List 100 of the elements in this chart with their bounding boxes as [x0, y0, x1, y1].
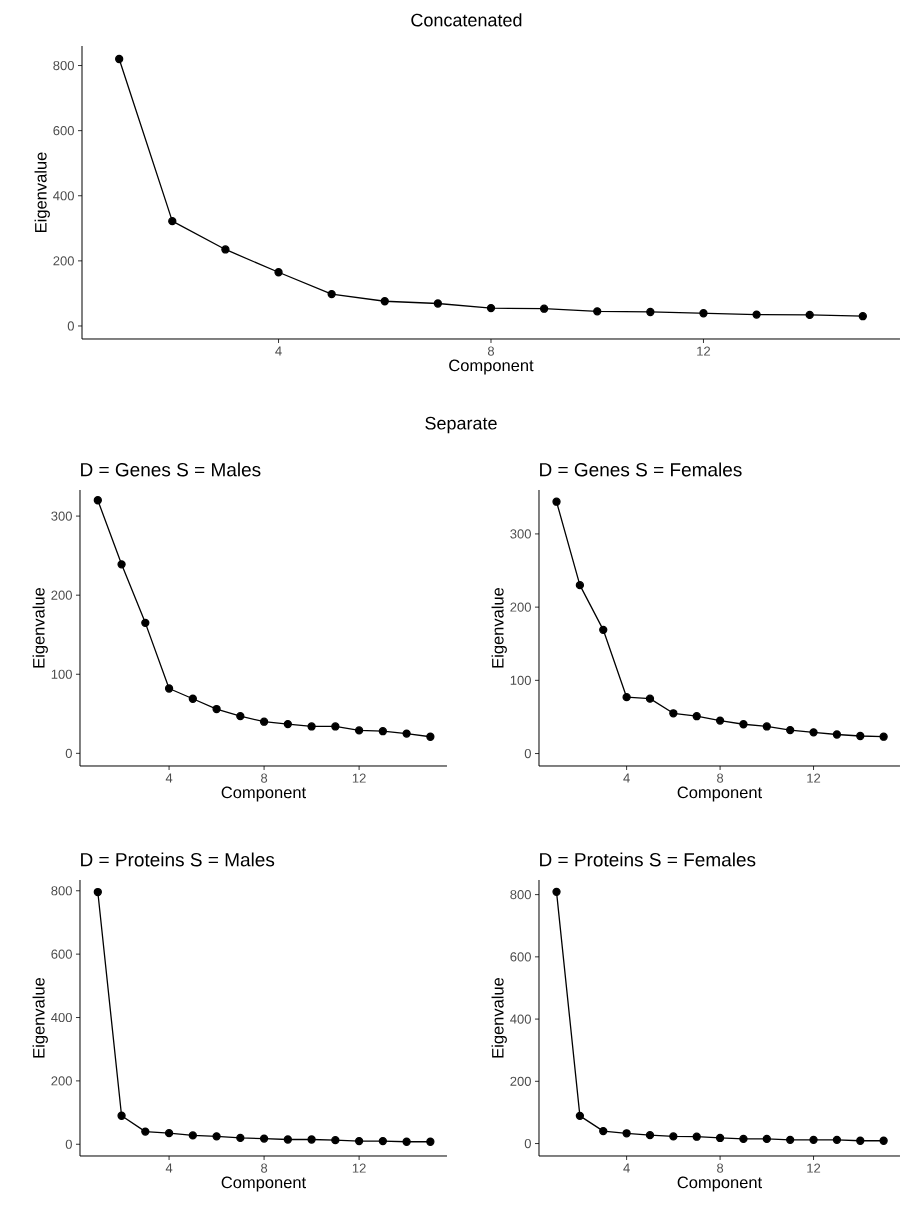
point: [599, 625, 608, 634]
point: [752, 310, 761, 319]
x-axis-title: Component: [677, 1176, 763, 1192]
point: [539, 304, 549, 313]
y-tick-label: 300: [51, 511, 72, 521]
point: [575, 581, 585, 590]
chart-title: D = Genes S = Females: [540, 462, 742, 477]
point: [599, 1126, 608, 1136]
point: [354, 1136, 364, 1146]
point: [212, 1132, 221, 1141]
y-tick-label: 200: [53, 256, 74, 266]
y-axis-title: Eigenvalue: [491, 587, 507, 668]
x-tick-label: 4: [165, 773, 173, 783]
point: [856, 1136, 865, 1145]
point: [858, 312, 867, 321]
point: [331, 1136, 340, 1145]
point: [115, 54, 124, 64]
y-tick-label: 200: [51, 1076, 72, 1086]
point: [645, 694, 655, 703]
point: [164, 684, 174, 693]
point: [786, 1135, 795, 1144]
point: [402, 729, 411, 738]
point: [93, 496, 102, 505]
point: [699, 309, 708, 318]
chart-title: D = Proteins S = Males: [81, 852, 275, 867]
x-tick-label: 4: [623, 1163, 630, 1173]
y-tick-label: 200: [510, 602, 531, 612]
y-tick-label: 0: [65, 1139, 72, 1149]
y-axis-title: Eigenvalue: [32, 587, 48, 668]
y-axis-title: Eigenvalue: [491, 977, 507, 1058]
point: [327, 289, 336, 299]
point: [715, 1133, 725, 1143]
point: [274, 268, 283, 277]
point: [283, 719, 292, 729]
point: [141, 618, 150, 627]
chart-title: D = Proteins S = Females: [540, 852, 756, 867]
point: [212, 704, 221, 714]
point: [809, 728, 818, 737]
chart-title: Concatenated: [411, 13, 522, 27]
point: [739, 720, 748, 729]
y-tick-label: 400: [53, 191, 74, 201]
point: [117, 1111, 126, 1120]
x-tick-label: 8: [261, 1163, 268, 1173]
point: [236, 712, 245, 721]
point: [832, 1135, 842, 1144]
y-axis-title: Eigenvalue: [34, 152, 50, 232]
point: [188, 1131, 197, 1140]
point: [259, 717, 269, 726]
point: [378, 1136, 388, 1146]
point: [117, 560, 126, 569]
point: [669, 709, 678, 718]
point: [168, 217, 177, 226]
y-tick-label: 0: [524, 1138, 531, 1149]
point: [879, 732, 888, 741]
point: [645, 1130, 655, 1140]
chart-title: D = Genes S = Males: [81, 462, 261, 477]
x-tick-label: 4: [275, 346, 282, 356]
point: [622, 1129, 631, 1138]
point: [188, 694, 197, 703]
point: [622, 693, 631, 702]
point: [141, 1127, 150, 1136]
y-tick-label: 200: [51, 590, 72, 600]
point: [378, 727, 388, 736]
x-tick-label: 8: [261, 773, 268, 783]
point: [221, 245, 230, 254]
y-tick-label: 0: [67, 321, 74, 331]
x-tick-label: 8: [717, 1163, 724, 1173]
point: [331, 722, 340, 731]
chart-subtitle: Separate: [425, 416, 497, 434]
x-tick-label: 12: [697, 346, 711, 356]
point: [832, 730, 842, 739]
y-tick-label: 800: [510, 890, 531, 900]
y-tick-label: 600: [51, 949, 72, 959]
x-tick-label: 12: [352, 1163, 366, 1173]
x-tick-label: 4: [165, 1163, 173, 1173]
point: [692, 1132, 701, 1141]
point: [809, 1135, 818, 1144]
x-axis-title: Component: [221, 786, 307, 802]
point: [402, 1137, 411, 1146]
y-tick-label: 400: [510, 1014, 531, 1024]
point: [575, 1111, 585, 1120]
point: [354, 726, 364, 735]
y-tick-label: 100: [510, 675, 531, 685]
y-tick-label: 0: [524, 748, 531, 759]
point: [762, 1134, 771, 1144]
point: [259, 1134, 269, 1143]
point: [805, 310, 814, 320]
point: [426, 732, 435, 741]
point: [593, 307, 602, 316]
point: [715, 716, 725, 725]
point: [879, 1136, 888, 1145]
point: [307, 722, 316, 731]
point: [93, 887, 102, 897]
y-tick-label: 600: [510, 952, 531, 962]
x-tick-label: 4: [623, 773, 630, 783]
x-tick-label: 8: [487, 346, 495, 356]
y-tick-label: 0: [65, 748, 72, 758]
point: [786, 725, 795, 735]
point: [739, 1134, 748, 1144]
point: [552, 887, 561, 896]
